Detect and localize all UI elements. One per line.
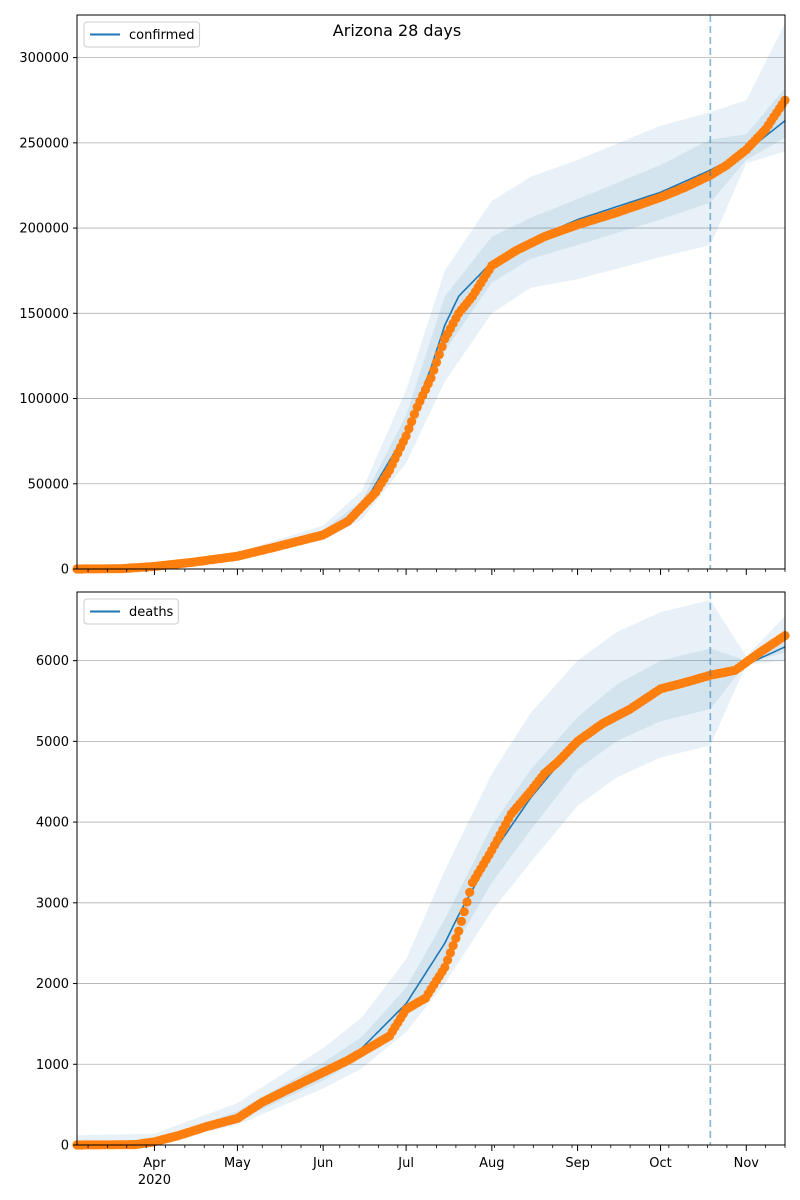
confirmed-x-ticks xyxy=(87,569,786,575)
x-tick-label: Oct xyxy=(649,1156,671,1171)
deaths-legend: deaths xyxy=(83,598,179,625)
figure-title: Arizona 28 days xyxy=(333,21,461,40)
observed-point xyxy=(440,962,450,973)
x-tick-label: May xyxy=(224,1156,251,1171)
confirmed-grid xyxy=(77,57,785,570)
deaths-x-ticks: Apr May Jun Jul Aug Sep Oct Nov xyxy=(87,1145,786,1171)
outer-band xyxy=(77,600,785,1145)
confirmed-legend: confirmed xyxy=(83,21,201,48)
y-tick-label: 250000 xyxy=(19,136,69,151)
confirmed-y-ticks: 0 50000 100000 150000 200000 250000 300000 xyxy=(19,51,77,578)
y-tick-label: 1000 xyxy=(36,1058,69,1073)
legend-label-confirmed: confirmed xyxy=(129,28,195,43)
y-tick-label: 300000 xyxy=(19,51,69,66)
observed-point xyxy=(456,916,466,927)
x-tick-label: Jul xyxy=(397,1156,414,1171)
x-year-label: 2020 xyxy=(138,1173,171,1188)
observed-point xyxy=(401,431,411,441)
inner-band xyxy=(77,88,785,570)
inner-band xyxy=(77,636,785,1145)
y-tick-label: 0 xyxy=(61,1139,69,1154)
observed-point xyxy=(465,887,475,897)
y-tick-label: 5000 xyxy=(36,735,69,750)
observed-point xyxy=(448,941,458,951)
observed-point xyxy=(437,342,447,352)
x-tick-label: Sep xyxy=(565,1156,590,1171)
legend-box xyxy=(83,21,201,48)
observed-point xyxy=(426,373,436,383)
observed-point xyxy=(434,350,444,360)
outer-band xyxy=(77,23,785,569)
x-tick-label: Jun xyxy=(312,1156,333,1171)
legend-label-deaths: deaths xyxy=(129,605,174,620)
observed-point xyxy=(462,897,472,907)
x-tick-label: Nov xyxy=(734,1156,760,1171)
observed-point xyxy=(409,409,419,419)
y-tick-label: 2000 xyxy=(36,977,69,992)
observed-point xyxy=(404,424,414,434)
observed-point xyxy=(459,907,469,917)
confirmed-axes-frame xyxy=(76,14,786,570)
confirmed-points xyxy=(72,95,790,574)
observed-point xyxy=(431,357,442,367)
deaths-panel: 0 1000 2000 3000 4000 5000 6000 Apr May Jun Jul Au… xyxy=(36,591,790,1188)
observed-point xyxy=(407,417,417,427)
observed-point xyxy=(443,955,453,965)
y-tick-label: 3000 xyxy=(36,896,69,911)
confirmed-panel: 0 50000 100000 150000 200000 250000 300000 con… xyxy=(19,14,790,578)
y-tick-label: 0 xyxy=(61,563,69,578)
y-tick-label: 100000 xyxy=(19,392,69,407)
y-tick-label: 4000 xyxy=(36,816,69,831)
deaths-bands xyxy=(77,600,785,1145)
y-tick-label: 6000 xyxy=(36,654,69,669)
deaths-points xyxy=(72,631,790,1150)
deaths-y-ticks: 0 1000 2000 3000 4000 5000 6000 xyxy=(36,654,77,1154)
observed-point xyxy=(454,926,464,936)
y-tick-label: 150000 xyxy=(19,307,69,322)
observed-point xyxy=(451,933,461,943)
y-tick-label: 50000 xyxy=(28,477,69,492)
confirmed-bands xyxy=(77,23,785,570)
observed-point xyxy=(445,948,455,958)
x-tick-label: Apr xyxy=(143,1156,166,1171)
deaths-axes-frame xyxy=(76,591,786,1146)
observed-point xyxy=(429,365,439,375)
legend-box xyxy=(83,598,179,625)
y-tick-label: 200000 xyxy=(19,222,69,237)
x-tick-label: Aug xyxy=(479,1156,504,1171)
